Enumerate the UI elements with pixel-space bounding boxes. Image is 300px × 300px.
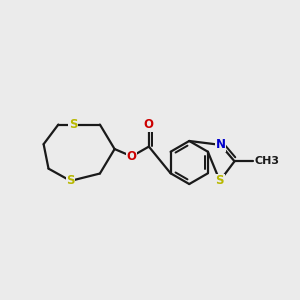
- Text: O: O: [144, 118, 154, 131]
- Text: S: S: [66, 174, 75, 188]
- Text: CH3: CH3: [254, 156, 279, 166]
- Text: N: N: [216, 138, 226, 152]
- Text: S: S: [216, 174, 224, 188]
- Text: O: O: [127, 150, 137, 163]
- Text: S: S: [69, 118, 77, 131]
